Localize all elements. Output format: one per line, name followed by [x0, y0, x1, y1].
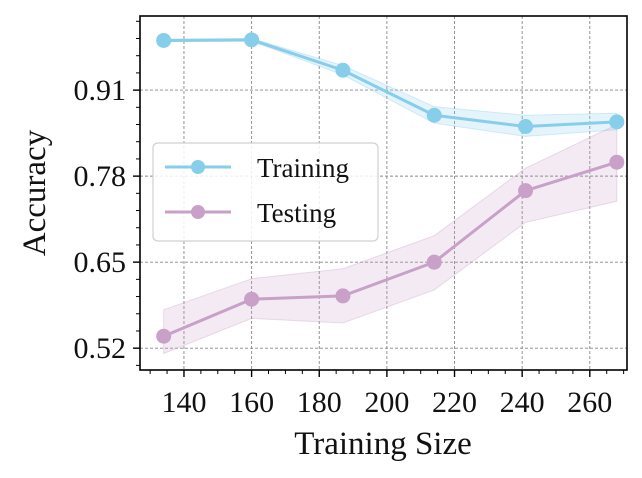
x-tick-label-260: 260	[567, 386, 612, 419]
testing-point	[609, 154, 625, 170]
y-tick-label-0.91: 0.91	[74, 74, 127, 107]
testing-band	[163, 123, 618, 355]
training-band	[163, 37, 618, 137]
training-point	[244, 32, 260, 48]
y-tick-label-0.52: 0.52	[74, 332, 127, 365]
legend-training-marker	[191, 160, 205, 174]
testing-line	[163, 160, 618, 338]
x-tick-label-160: 160	[229, 386, 274, 419]
series-points	[156, 32, 625, 344]
x-tick-label-180: 180	[297, 386, 342, 419]
training-point	[518, 119, 534, 135]
training-line	[163, 38, 617, 129]
legend-testing-label: Testing	[257, 198, 336, 228]
training-point	[426, 107, 442, 123]
y-axis-title: Accuracy	[17, 129, 53, 256]
axis-ticks	[133, 20, 625, 377]
testing-point	[518, 183, 534, 199]
x-tick-label-200: 200	[364, 386, 409, 419]
y-tick-label-0.65: 0.65	[74, 246, 127, 279]
axis-tick-labels: 140 160 180 200 220 240 260 0.52 0.65 0.78 0.91	[74, 74, 613, 419]
y-tick-label-0.78: 0.78	[74, 160, 127, 193]
testing-point	[426, 254, 442, 270]
training-point	[156, 32, 172, 48]
legend-testing-marker	[191, 205, 205, 219]
legend-training-label: Training	[257, 153, 349, 183]
x-tick-label-140: 140	[161, 386, 206, 419]
testing-point	[156, 328, 172, 344]
x-tick-label-240: 240	[500, 386, 545, 419]
testing-point	[244, 291, 260, 307]
training-point	[335, 62, 351, 78]
series-lines	[163, 38, 618, 338]
testing-point	[335, 288, 351, 304]
legend: Training Testing	[152, 142, 379, 242]
x-axis-title: Training Size	[294, 426, 472, 462]
training-point	[609, 114, 625, 130]
x-tick-label-220: 220	[432, 386, 477, 419]
